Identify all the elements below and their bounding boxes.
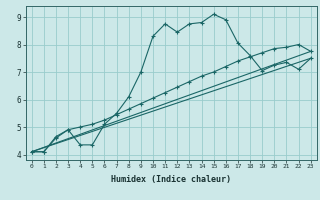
X-axis label: Humidex (Indice chaleur): Humidex (Indice chaleur) — [111, 175, 231, 184]
